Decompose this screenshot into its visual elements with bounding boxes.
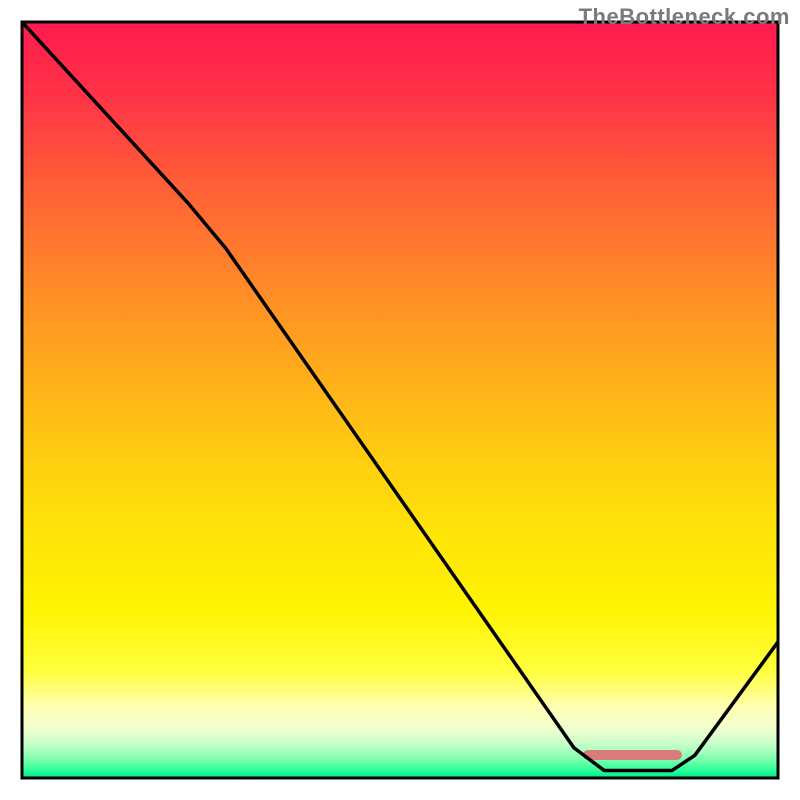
watermark-text: TheBottleneck.com [579,4,790,30]
gradient-background [22,22,778,778]
chart-container: TheBottleneck.com [0,0,800,800]
bottleneck-chart [0,0,800,800]
optimal-range-marker [583,750,682,760]
